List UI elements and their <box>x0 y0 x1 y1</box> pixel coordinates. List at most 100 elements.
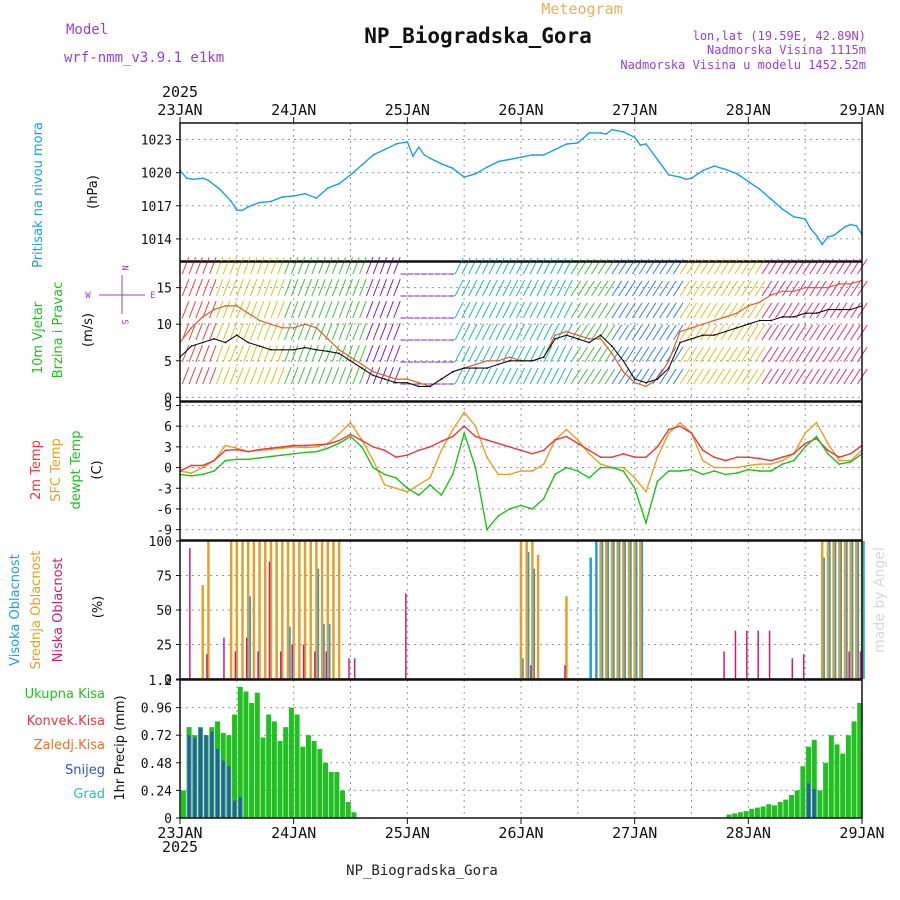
precip-total-bar <box>737 812 743 818</box>
cloud-mid-bar <box>616 541 619 679</box>
speed-line-point <box>827 308 829 311</box>
wind-arrow <box>372 345 381 363</box>
wind-arrow <box>509 257 519 275</box>
speed-line-point <box>451 370 454 373</box>
speed-line-point <box>224 341 227 344</box>
wind-arrow <box>229 301 238 319</box>
wind-arrow <box>761 368 773 385</box>
temp-2m-line-point <box>474 435 477 438</box>
wind-arrow <box>850 324 861 341</box>
wind-arrow <box>829 324 841 341</box>
pressure-line-point <box>383 148 386 151</box>
wind-arrow <box>693 280 704 297</box>
gust-line-point <box>849 283 852 285</box>
temp-2m-line-point <box>827 449 829 452</box>
temp-2m-line-point <box>326 443 329 445</box>
speed-line-point <box>576 337 579 340</box>
wind-arrow <box>372 279 381 297</box>
wind-arrow <box>693 346 704 363</box>
dewpt-line-point <box>815 435 818 438</box>
wind-arrow <box>481 323 491 341</box>
sfc-temp-line-point <box>633 477 636 479</box>
temp-2m-line-point <box>270 447 272 450</box>
y-tick-label: 1017 <box>141 200 172 215</box>
wind-arrow <box>215 367 224 385</box>
dewpt-line-point <box>827 452 829 455</box>
pressure-line-point <box>412 155 414 158</box>
dewpt-line-point <box>315 450 318 453</box>
wind-arrow <box>222 323 231 341</box>
wind-arrow <box>816 346 827 363</box>
cloud-low-bar <box>234 651 237 679</box>
wind-arrow <box>652 280 663 297</box>
gust-line-point <box>292 326 295 329</box>
wind-arrow <box>195 345 203 363</box>
cloud-mid-bar <box>298 541 301 679</box>
wind-arrow <box>488 257 498 275</box>
wind-arrow <box>345 323 353 341</box>
precip-total-bar <box>232 714 238 818</box>
cloud-low-bar <box>757 630 759 679</box>
sfc-temp-line-point <box>486 456 488 459</box>
wind-arrow <box>597 324 609 341</box>
dewpt-line-point <box>224 459 227 462</box>
speed-line-point <box>406 381 409 384</box>
wind-arrow <box>365 367 374 385</box>
cloud-mid-bar <box>252 541 256 679</box>
speed-line-point <box>395 381 397 384</box>
wind-arrow <box>188 367 197 385</box>
cloud-low-bar <box>325 651 328 679</box>
dewpt-line-point <box>520 504 522 507</box>
wind-arrow <box>754 368 766 385</box>
wind-arrow <box>304 257 313 275</box>
wind-arrow <box>713 280 725 297</box>
temperature-panel: -9 -6 -3 0 3 6 9 <box>156 399 863 541</box>
cloud-mid-bar <box>326 541 330 679</box>
x-tick-label-top: 27JAN <box>612 101 657 119</box>
speed-line-point <box>292 348 295 351</box>
wind-arrow <box>297 301 306 319</box>
temp-2m-line-point <box>622 452 625 455</box>
speed-line-point <box>190 345 193 348</box>
wind-arrow <box>209 257 217 275</box>
speed-line-point <box>520 359 522 362</box>
wind-arrow <box>631 302 643 319</box>
wind-arrow <box>365 323 374 341</box>
wind-arrow <box>209 367 217 385</box>
wind-arrow <box>700 302 711 319</box>
wind-arrow <box>311 257 319 275</box>
dewpt-line-point <box>451 473 454 476</box>
wind-arrow <box>202 323 210 341</box>
precip-total-bar <box>328 772 334 818</box>
speed-line-point <box>713 334 716 337</box>
speed-line-point <box>429 385 431 388</box>
speed-line-point <box>497 363 500 366</box>
temp-2m-line-point <box>667 428 670 431</box>
wind-arrow <box>747 302 759 319</box>
y-tick-label: 1020 <box>141 167 172 182</box>
wind-arrow <box>215 279 224 297</box>
precip-snow-bar <box>238 797 242 818</box>
cloud-mid-bar <box>843 541 847 679</box>
wind-arrow <box>672 280 684 297</box>
sfc-temp-line-point <box>827 442 829 445</box>
cloud-mid-bar <box>269 541 273 679</box>
pressure-line-point <box>258 201 261 204</box>
wind-arrow <box>331 279 340 297</box>
wind-arrow <box>645 346 657 363</box>
wind-arrow <box>338 367 347 385</box>
y-tick-label: 0.96 <box>141 702 172 717</box>
sfc-temp-line-point <box>622 466 625 469</box>
wind-arrow <box>686 324 698 341</box>
dewpt-line-point <box>383 473 386 476</box>
dewpt-line-point <box>736 472 738 474</box>
cloud-low-bar <box>802 654 805 679</box>
y-tick-label: 6 <box>164 420 172 435</box>
speed-line-point <box>804 312 807 315</box>
wind-arrow <box>461 323 471 341</box>
precip-total-bar <box>766 804 772 818</box>
dewpt-line-point <box>554 473 556 476</box>
precip-total-bar <box>249 703 255 818</box>
cloud-mid-bar <box>320 541 324 679</box>
